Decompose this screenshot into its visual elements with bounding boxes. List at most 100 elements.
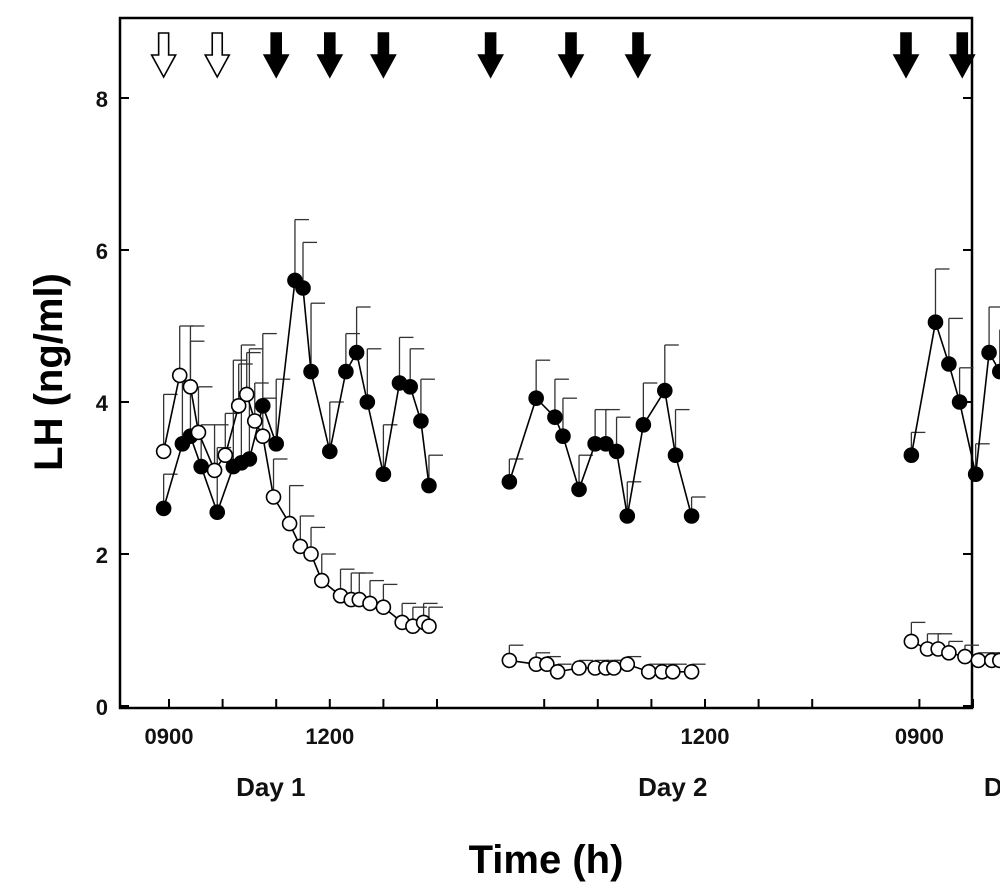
day-label: Day 3 bbox=[984, 772, 1000, 802]
x-tick-label: 1200 bbox=[305, 724, 354, 749]
filled-data-point bbox=[992, 363, 1000, 380]
open-data-point bbox=[292, 538, 309, 555]
tick-layer bbox=[120, 97, 974, 708]
open-data-point bbox=[375, 599, 392, 616]
filled-arrow-icon bbox=[892, 32, 920, 79]
open-data-point bbox=[992, 652, 1000, 669]
error-bar-layer bbox=[162, 218, 1000, 672]
filled-arrow-icon bbox=[477, 32, 504, 79]
open-data-point bbox=[549, 663, 566, 680]
filled-data-point bbox=[338, 363, 354, 380]
open-data-point bbox=[957, 648, 973, 665]
filled-data-point bbox=[209, 504, 226, 521]
open-data-point bbox=[501, 652, 518, 669]
filled-data-point bbox=[155, 500, 172, 517]
filled-data-point bbox=[348, 344, 365, 361]
filled-data-point bbox=[619, 508, 636, 524]
filled-data-point bbox=[413, 413, 429, 429]
open-data-point bbox=[246, 413, 263, 429]
open-data-point bbox=[970, 652, 987, 669]
filled-data-point bbox=[571, 481, 587, 498]
filled-data-point bbox=[598, 435, 614, 452]
filled-data-point bbox=[295, 280, 311, 296]
open-data-point bbox=[171, 367, 188, 384]
series-line-layer bbox=[162, 278, 1000, 673]
filled-arrow-icon bbox=[316, 32, 344, 79]
open-data-point bbox=[155, 443, 172, 460]
open-data-point bbox=[665, 663, 681, 680]
open-data-point bbox=[238, 386, 255, 403]
filled-data-point bbox=[254, 397, 271, 414]
filled-data-point bbox=[951, 394, 968, 410]
open-data-point bbox=[903, 633, 920, 650]
filled-data-point bbox=[193, 458, 209, 475]
y-axis-title: LH (ng/ml) bbox=[27, 273, 71, 471]
filled-data-point bbox=[941, 356, 957, 372]
x-tick-label: 1200 bbox=[681, 724, 730, 749]
open-data-point bbox=[640, 663, 657, 680]
open-data-point bbox=[190, 424, 207, 441]
filled-data-point bbox=[321, 443, 338, 460]
arrow-layer bbox=[150, 32, 976, 79]
filled-arrow-icon bbox=[370, 32, 397, 79]
y-tick-label: 4 bbox=[96, 391, 109, 416]
filled-data-point bbox=[608, 443, 625, 460]
filled-data-point bbox=[402, 378, 419, 395]
filled-data-point bbox=[421, 477, 437, 494]
open-data-point bbox=[313, 572, 330, 589]
open-data-point bbox=[303, 546, 319, 562]
y-tick-label: 0 bbox=[96, 695, 108, 720]
filled-data-point bbox=[981, 344, 997, 361]
open-data-point bbox=[206, 462, 223, 479]
filled-data-point bbox=[359, 394, 376, 410]
filled-data-point bbox=[683, 508, 700, 524]
open-arrow-icon bbox=[203, 32, 231, 79]
filled-arrow-icon bbox=[262, 32, 290, 79]
open-arrow-icon bbox=[150, 32, 177, 79]
filled-data-point bbox=[903, 447, 920, 464]
open-data-point bbox=[539, 656, 555, 673]
filled-data-point bbox=[241, 451, 258, 467]
day-label: Day 2 bbox=[638, 772, 707, 802]
filled-data-point bbox=[967, 466, 984, 483]
open-data-point bbox=[606, 660, 622, 676]
filled-data-point bbox=[667, 447, 684, 464]
x-tick-label: 0900 bbox=[895, 724, 944, 749]
open-data-point bbox=[254, 428, 271, 445]
filled-data-point bbox=[268, 435, 285, 452]
day-label: Day 1 bbox=[236, 772, 305, 802]
open-series-line bbox=[162, 373, 430, 628]
y-tick-label: 8 bbox=[96, 87, 108, 112]
filled-data-point bbox=[656, 382, 673, 399]
filled-arrow-icon bbox=[557, 32, 585, 79]
y-tick-label: 2 bbox=[96, 543, 108, 568]
filled-data-point bbox=[501, 473, 518, 490]
x-tick-label: 0900 bbox=[145, 724, 194, 749]
open-data-point bbox=[683, 663, 700, 680]
open-data-point bbox=[281, 515, 298, 532]
filled-data-point bbox=[635, 416, 652, 433]
filled-series-line bbox=[910, 321, 1000, 475]
open-data-point bbox=[217, 447, 234, 464]
filled-data-point bbox=[927, 314, 944, 331]
open-data-point bbox=[941, 644, 957, 661]
filled-data-point bbox=[528, 390, 544, 407]
filled-data-point bbox=[547, 409, 563, 426]
y-tick-label: 6 bbox=[96, 239, 108, 264]
open-data-point bbox=[265, 489, 282, 505]
open-data-point bbox=[230, 397, 247, 414]
filled-data-point bbox=[555, 428, 571, 445]
open-data-point bbox=[421, 618, 437, 635]
filled-data-point bbox=[303, 363, 319, 380]
filled-arrow-icon bbox=[948, 32, 976, 79]
open-data-point bbox=[362, 595, 378, 612]
open-data-point bbox=[619, 656, 636, 673]
plot-frame bbox=[118, 16, 974, 710]
open-data-point bbox=[571, 660, 587, 676]
filled-arrow-icon bbox=[624, 32, 652, 79]
filled-data-point bbox=[375, 466, 392, 483]
x-axis-title: Time (h) bbox=[469, 838, 624, 882]
point-layer bbox=[155, 272, 1000, 680]
